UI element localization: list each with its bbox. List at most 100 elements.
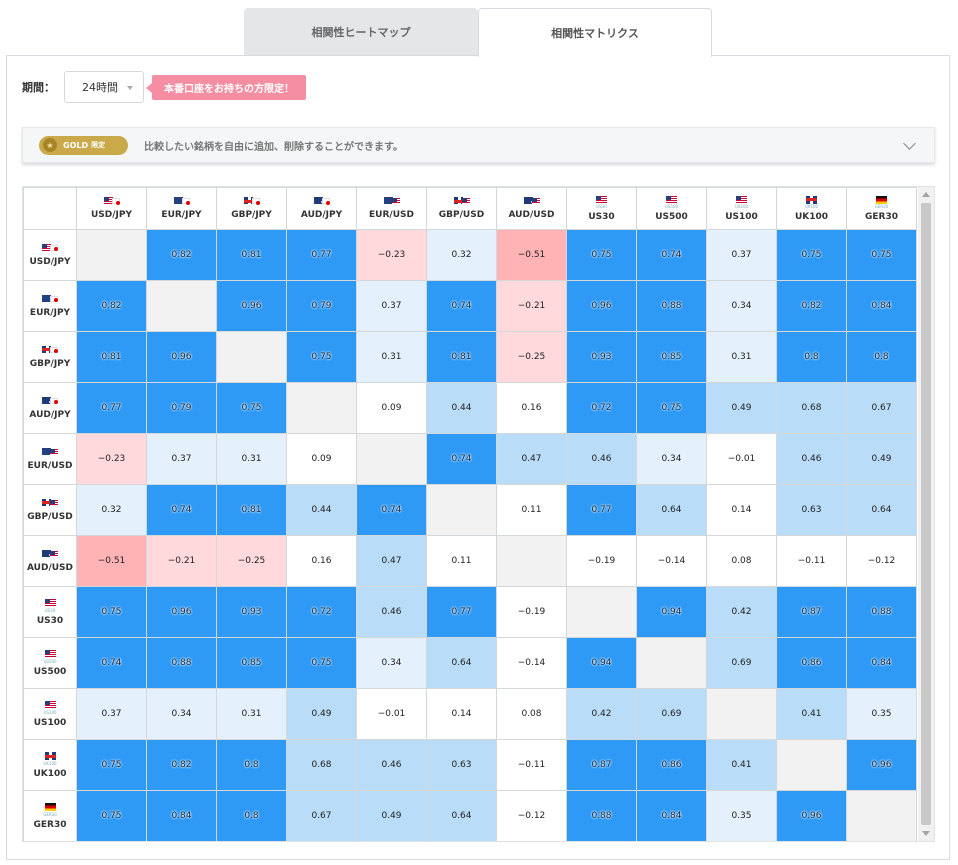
- correlation-cell: −0.12: [496, 790, 567, 841]
- correlation-value: 0.75: [661, 403, 682, 413]
- correlation-value: 0.09: [311, 454, 332, 464]
- row-header: GER30 GER30: [23, 790, 77, 841]
- correlation-value: 0.47: [381, 556, 402, 566]
- gold-feature-bar[interactable]: ★ GOLD 限定 比較したい銘柄を自由に追加、削除することができます。: [22, 127, 935, 163]
- correlation-value: 0.77: [591, 505, 612, 515]
- correlation-cell: 0.74: [426, 280, 497, 332]
- correlation-value: 0.64: [451, 811, 472, 821]
- correlation-cell: 0.44: [426, 382, 497, 434]
- row-header-label: UK100: [33, 768, 67, 779]
- correlation-value: 0.46: [591, 454, 612, 464]
- correlation-value: 0.86: [801, 658, 822, 668]
- correlation-cell: −0.19: [566, 535, 637, 587]
- period-select-value: 24時間: [82, 81, 118, 94]
- correlation-value: −0.01: [377, 709, 406, 719]
- correlation-cell: −0.11: [496, 739, 567, 791]
- correlation-value: 0.74: [451, 454, 472, 464]
- row-header: US500 US500: [23, 637, 77, 689]
- correlation-value: 0.08: [731, 556, 752, 566]
- row-header-label: EUR/JPY: [29, 307, 71, 318]
- scroll-down-icon[interactable]: [922, 831, 930, 836]
- column-header: US100 US100: [706, 187, 777, 230]
- correlation-value: 0.81: [241, 505, 262, 515]
- flag-pair-icon: [42, 345, 58, 353]
- correlation-cell: 0.08: [496, 688, 567, 740]
- row-header: GBP/USD: [23, 484, 77, 536]
- scrollbar-thumb[interactable]: [921, 203, 931, 825]
- correlation-cell: 0.31: [216, 688, 287, 740]
- flag-gb-icon: [243, 197, 253, 204]
- correlation-cell: 0.75: [286, 637, 357, 689]
- correlation-value: 0.75: [241, 403, 262, 413]
- chevron-down-icon[interactable]: [903, 137, 916, 150]
- correlation-value: 0.35: [871, 709, 892, 719]
- column-header: US30 US30: [566, 187, 637, 230]
- symbol-sub-tag: GER30: [43, 811, 57, 817]
- correlation-value: 0.63: [451, 760, 472, 770]
- flag-pair-icon: [42, 447, 58, 455]
- correlation-cell: 0.79: [146, 382, 217, 434]
- row-header: AUD/USD: [23, 535, 77, 587]
- column-header-label: US100: [725, 212, 758, 222]
- column-header-label: US30: [588, 212, 615, 222]
- correlation-cell: 0.88: [846, 586, 917, 638]
- gold-badge: ★ GOLD 限定: [39, 135, 128, 155]
- correlation-value: −0.12: [867, 556, 896, 566]
- correlation-cell: −0.14: [496, 637, 567, 689]
- correlation-value: 0.82: [801, 301, 822, 311]
- matrix-corner: [23, 187, 77, 230]
- matrix-row: GER30 GER30 0.75 0.84 0.8 0.67 0.49 0.64 −0.12 0.…: [23, 790, 917, 841]
- correlation-cell: −0.01: [706, 433, 777, 485]
- correlation-cell: 0.42: [566, 688, 637, 740]
- period-label: 期間：: [22, 81, 55, 94]
- correlation-cell: 0.35: [706, 790, 777, 841]
- correlation-cell: 0.86: [636, 739, 707, 791]
- column-header: AUD/USD: [496, 187, 567, 230]
- flag-gb-icon: [806, 195, 817, 204]
- correlation-value: 0.77: [311, 250, 332, 260]
- correlation-cell: 0.72: [286, 586, 357, 638]
- row-header: US30 US30: [23, 586, 77, 638]
- correlation-value: 0.79: [311, 301, 332, 311]
- tab-matrix[interactable]: 相関性マトリクス: [478, 8, 712, 57]
- correlation-value: 0.34: [661, 454, 682, 464]
- correlation-cell: 0.32: [426, 229, 497, 281]
- correlation-value: 0.8: [874, 352, 889, 362]
- correlation-cell: 0.77: [426, 586, 497, 638]
- correlation-value: −0.19: [587, 556, 616, 566]
- correlation-value: 0.75: [591, 250, 612, 260]
- correlation-value: 0.37: [731, 250, 752, 260]
- correlation-value: 0.74: [451, 301, 472, 311]
- correlation-cell: 0.09: [356, 382, 427, 434]
- correlation-value: 0.08: [521, 709, 542, 719]
- correlation-cell: 0.69: [706, 637, 777, 689]
- correlation-cell: 0.69: [636, 688, 707, 740]
- correlation-cell: 0.84: [846, 280, 917, 332]
- correlation-value: 0.49: [871, 454, 892, 464]
- correlation-value: −0.25: [237, 556, 266, 566]
- vertical-scrollbar[interactable]: [918, 187, 934, 841]
- correlation-cell: 0.94: [566, 637, 637, 689]
- correlation-value: 0.69: [661, 709, 682, 719]
- correlation-value: −0.11: [517, 760, 546, 770]
- flag-de-icon: [876, 195, 887, 204]
- correlation-cell: −0.21: [496, 280, 567, 332]
- correlation-value: 0.68: [311, 760, 332, 770]
- correlation-cell: −0.23: [356, 229, 427, 281]
- correlation-cell: 0.14: [426, 688, 497, 740]
- correlation-cell: 0.82: [76, 280, 147, 332]
- flag-de-icon: [44, 803, 56, 811]
- row-header-label: US100: [33, 717, 67, 728]
- row-header-label: AUD/JPY: [29, 409, 71, 420]
- column-header: UK100 UK100: [776, 187, 847, 230]
- correlation-cell: 0.74: [636, 229, 707, 281]
- correlation-value: −0.51: [97, 556, 126, 566]
- correlation-cell: 0.96: [146, 586, 217, 638]
- correlation-value: 0.84: [871, 658, 892, 668]
- scroll-up-icon[interactable]: [922, 192, 930, 197]
- tab-heatmap[interactable]: 相関性ヒートマップ: [244, 8, 478, 56]
- correlation-cell: 0.8: [216, 739, 287, 791]
- correlation-cell: 0.87: [776, 586, 847, 638]
- correlation-cell: 0.34: [706, 280, 777, 332]
- period-select[interactable]: 24時間: [64, 71, 144, 103]
